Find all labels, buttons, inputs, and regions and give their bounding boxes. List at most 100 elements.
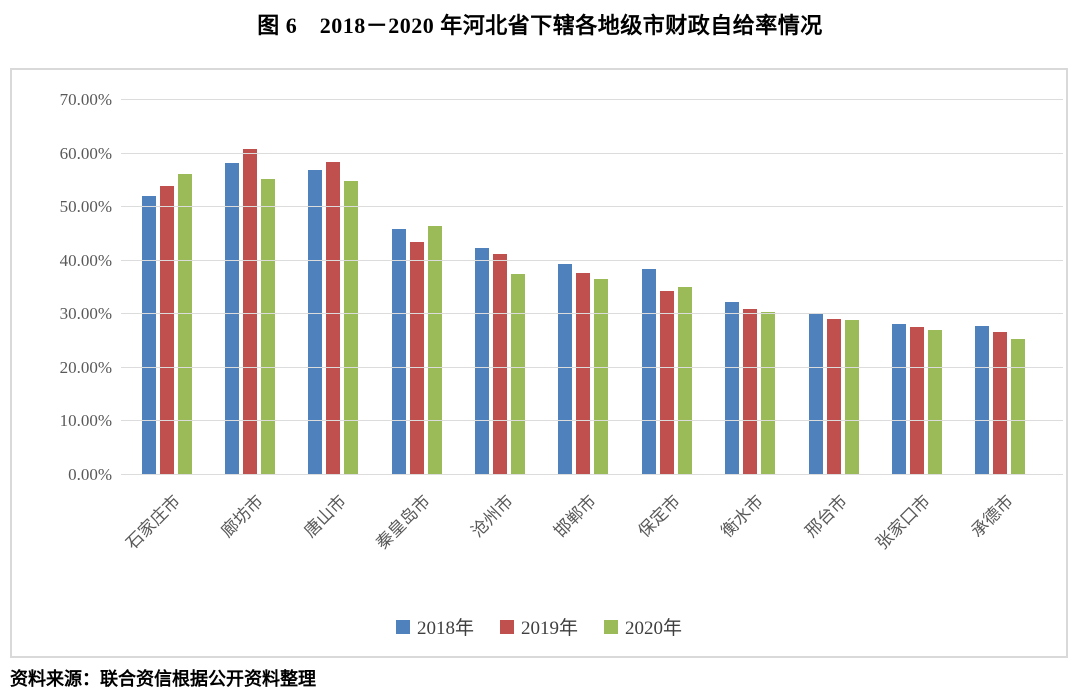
bar: [427, 225, 442, 475]
x-axis-category-cell: 沧州市: [458, 480, 541, 595]
x-axis-category-cell: 唐山市: [292, 480, 375, 595]
bar: [409, 241, 424, 475]
bar: [891, 324, 906, 475]
y-axis-tick-label: 60.00%: [59, 143, 112, 163]
x-axis-category-label: 秦皇岛市: [372, 491, 434, 554]
bar: [576, 272, 591, 475]
bar: [927, 329, 942, 475]
bar: [725, 301, 740, 475]
gridline: [121, 99, 1063, 100]
x-axis-category-label: 沧州市: [467, 491, 518, 542]
x-axis-category-label: 张家口市: [872, 491, 934, 554]
plot-area: [121, 99, 1063, 475]
gridline: [121, 474, 1063, 475]
bar: [826, 319, 841, 475]
bar-group: [475, 100, 526, 475]
bar: [1011, 338, 1026, 475]
gridline: [121, 206, 1063, 208]
bar: [475, 248, 490, 475]
chart-title: 图 6 2018－2020 年河北省下辖各地级市财政自给率情况: [257, 13, 823, 38]
bar-group: [308, 100, 359, 475]
x-axis-category-cell: 邯郸市: [542, 480, 625, 595]
bar: [308, 169, 323, 475]
legend-label: 2019年: [520, 618, 578, 639]
bar: [391, 229, 406, 475]
bar: [159, 185, 174, 475]
bar: [344, 181, 359, 475]
x-axis-category-cell: 秦皇岛市: [372, 480, 458, 595]
bar: [641, 268, 656, 475]
y-axis-tick-label: 50.00%: [59, 197, 112, 217]
x-axis-category-cell: 张家口市: [872, 480, 958, 595]
x-axis-category-cell: 承德市: [959, 480, 1042, 595]
source-note: 资料来源：联合资信根据公开资料整理: [10, 669, 316, 689]
x-axis-category-label: 石家庄市: [122, 491, 184, 554]
y-axis-tick-label: 40.00%: [59, 250, 112, 270]
legend-item: 2020年: [604, 613, 682, 640]
y-axis: 0.00% 10.00% 20.00% 30.00% 40.00% 50.00% 60.00…: [12, 90, 112, 484]
y-axis-tick-label: 30.00%: [59, 304, 112, 324]
x-axis-category-label: 邢台市: [801, 491, 851, 542]
x-axis: 石家庄市 廊坊市 唐山市 秦皇岛市 沧州市 邯郸市 保定市 衡水市 邢台市 张家口市 承德市: [122, 480, 1042, 595]
bar: [993, 331, 1008, 475]
legend-item: 2019年: [499, 613, 578, 640]
x-axis-category-cell: 保定市: [625, 480, 708, 595]
x-axis-category-cell: 邢台市: [792, 480, 875, 595]
bar: [594, 279, 609, 475]
bar: [808, 312, 823, 475]
bar-group: [558, 100, 609, 475]
bar: [243, 149, 258, 475]
legend-swatch: [395, 619, 410, 634]
gridline: [121, 152, 1063, 154]
bar-group: [891, 100, 942, 475]
gridline: [121, 259, 1063, 261]
bar: [493, 253, 508, 475]
bar: [326, 161, 341, 475]
bar-group: [975, 100, 1026, 475]
x-axis-category-cell: 石家庄市: [122, 480, 208, 595]
chart-plot-box: 0.00% 10.00% 20.00% 30.00% 40.00% 50.00% 60.00…: [10, 68, 1068, 658]
bar-group: [391, 100, 442, 475]
bar: [659, 290, 674, 475]
legend-item: 2018年: [395, 613, 474, 640]
y-axis-tick-label: 0.00%: [68, 465, 112, 484]
bar: [844, 320, 859, 475]
bar: [225, 162, 240, 475]
bar: [177, 173, 192, 475]
bar: [677, 286, 692, 475]
bars-row: [125, 100, 1042, 475]
legend-swatch: [499, 619, 514, 634]
x-axis-category-label: 承德市: [967, 491, 1018, 542]
bar: [261, 179, 276, 475]
gridline: [121, 313, 1063, 315]
x-axis-category-cell: 衡水市: [709, 480, 792, 595]
x-axis-category-label: 唐山市: [300, 491, 351, 542]
y-axis-tick-label: 20.00%: [59, 357, 112, 377]
bar: [909, 327, 924, 475]
bar: [558, 263, 573, 475]
x-axis-category-label: 保定市: [634, 491, 684, 542]
gridline: [121, 420, 1063, 422]
x-axis-category-cell: 廊坊市: [208, 480, 291, 595]
legend: 2018年 2019年 2020年: [12, 613, 1066, 640]
x-axis-category-label: 衡水市: [717, 491, 768, 542]
x-axis-category-label: 邯郸市: [550, 491, 601, 542]
bar-group: [725, 100, 776, 475]
legend-label: 2020年: [625, 618, 683, 639]
y-axis-tick-label: 10.00%: [59, 411, 112, 431]
bar: [511, 274, 526, 475]
bar-group: [808, 100, 859, 475]
legend-label: 2018年: [416, 618, 474, 639]
bar: [761, 312, 776, 475]
legend-swatch: [604, 619, 618, 634]
bar: [975, 326, 990, 475]
bar: [141, 196, 156, 475]
bar-group: [225, 100, 276, 475]
gridline: [121, 366, 1063, 368]
bar-group: [641, 100, 692, 475]
bar-group: [141, 100, 192, 475]
bar: [743, 308, 758, 475]
x-axis-category-label: 廊坊市: [217, 491, 268, 542]
y-axis-tick-label: 70.00%: [59, 90, 112, 109]
